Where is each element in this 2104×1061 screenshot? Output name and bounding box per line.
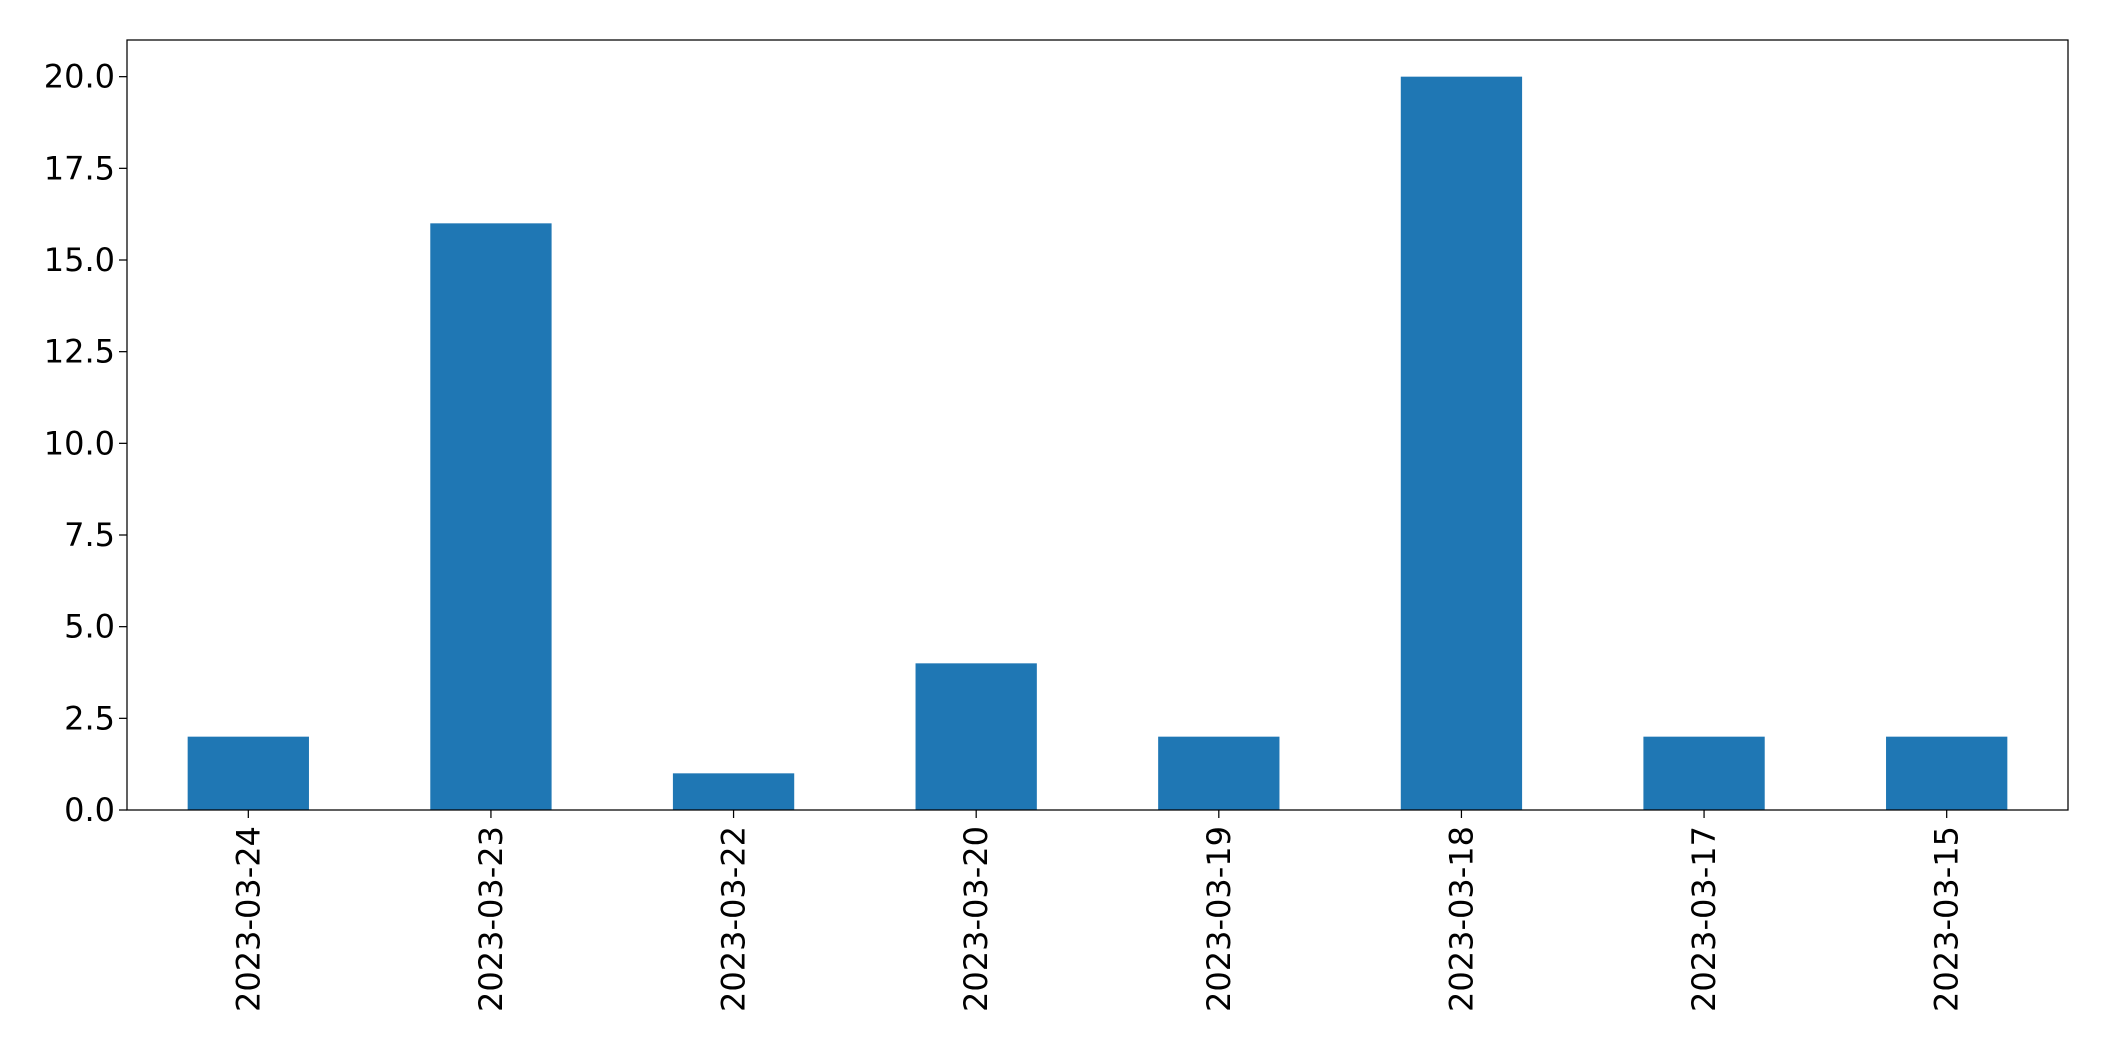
- y-tick-label: 2.5: [64, 699, 115, 737]
- x-tick-label: 2023-03-18: [1442, 826, 1480, 1012]
- bar-2023-03-19: [1158, 736, 1280, 810]
- x-tick-label: 2023-03-19: [1200, 826, 1238, 1012]
- bar-2023-03-15: [1886, 736, 2008, 810]
- bar-2023-03-18: [1400, 76, 1523, 810]
- y-tick-label: 0.0: [64, 791, 115, 829]
- plot-area-frame: [126, 39, 2069, 811]
- y-tick-label: 7.5: [64, 516, 115, 554]
- bar-2023-03-24: [187, 736, 309, 810]
- y-tick-label: 17.5: [44, 149, 115, 187]
- bars-group: [187, 76, 2008, 811]
- x-tick-label: 2023-03-17: [1685, 826, 1723, 1012]
- y-tick-label: 5.0: [64, 608, 115, 646]
- bar-2023-03-22: [672, 773, 795, 810]
- x-axis: 2023-03-24 2023-03-23 2023-03-22 2023-03-20…: [229, 810, 1966, 1012]
- y-tick-label: 12.5: [44, 333, 115, 371]
- bar-2023-03-23: [430, 223, 552, 811]
- x-tick-label: 2023-03-23: [472, 826, 510, 1012]
- bar-2023-03-20: [915, 663, 1037, 810]
- x-tick-label: 2023-03-22: [715, 826, 753, 1012]
- bar-2023-03-17: [1643, 736, 1765, 810]
- y-axis: 0.0 2.5 5.0 7.5 10.0 12.5 15.0 17.5 20.0: [44, 58, 127, 829]
- y-tick-label: 10.0: [44, 424, 115, 462]
- x-tick-label: 2023-03-15: [1928, 826, 1966, 1012]
- x-tick-label: 2023-03-24: [229, 826, 267, 1012]
- y-tick-label: 15.0: [44, 241, 115, 279]
- y-tick-label: 20.0: [44, 58, 115, 96]
- x-tick-label: 2023-03-20: [957, 826, 995, 1012]
